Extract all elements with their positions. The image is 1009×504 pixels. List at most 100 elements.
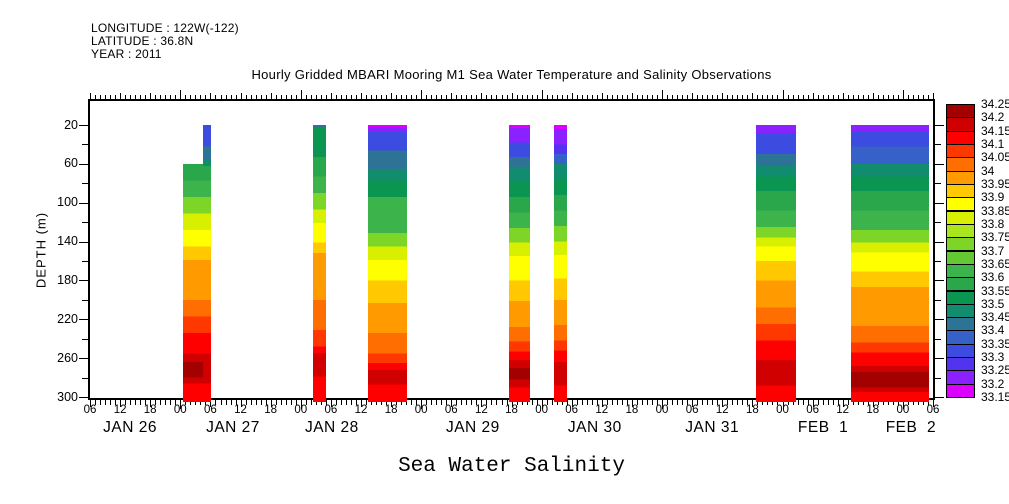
x-axis-tick [260, 400, 262, 405]
colorbar-label: 33.45 [981, 310, 1009, 325]
x-axis-tick [912, 400, 914, 405]
x-axis-tick [752, 92, 754, 99]
y-tick-label: 300 [57, 389, 78, 404]
x-axis-tick [235, 400, 237, 405]
x-hour-label: 18 [143, 404, 157, 416]
x-axis-tick [606, 400, 608, 405]
x-axis-tick [626, 94, 628, 99]
x-hour-label: 18 [505, 404, 518, 416]
x-hour-label: 18 [866, 404, 880, 416]
x-axis-tick [606, 94, 608, 99]
x-axis-tick [877, 400, 879, 405]
x-axis-tick [340, 94, 342, 99]
x-axis-tick [401, 400, 403, 405]
salinity-band-jan27-early-upper-column [202, 125, 211, 402]
x-axis-tick [832, 400, 834, 405]
x-axis-tick [516, 94, 518, 99]
x-axis-tick [872, 92, 874, 99]
colorbar-box [946, 250, 975, 265]
x-axis-tick [265, 94, 267, 99]
x-axis-tick [436, 94, 438, 99]
x-axis-tick [586, 94, 588, 99]
x-axis-tick [355, 94, 357, 99]
x-axis-tick [842, 400, 844, 407]
x-axis-tick [923, 400, 924, 405]
x-axis-tick [531, 400, 533, 405]
x-axis-tick [200, 400, 202, 405]
x-axis-tick [907, 400, 909, 405]
x-axis-tick [451, 400, 453, 407]
x-axis-tick [220, 94, 222, 99]
colorbar-box [946, 104, 975, 119]
x-axis-tick [270, 92, 272, 99]
colorbar-label: 33.15 [981, 390, 1009, 404]
x-axis-tick [511, 400, 513, 407]
x-axis-tick [787, 94, 789, 99]
x-axis-tick [596, 94, 598, 99]
x-axis-tick [817, 400, 819, 405]
x-axis-tick [110, 400, 112, 405]
x-axis-tick [672, 94, 674, 99]
x-axis-tick [501, 94, 503, 99]
x-axis-tick [330, 400, 332, 407]
x-hour-label: 18 [625, 404, 639, 416]
x-axis-tick [516, 400, 518, 405]
x-axis-tick [857, 94, 859, 99]
x-axis-tick [832, 94, 834, 99]
x-date-label: JAN 29 [445, 419, 500, 436]
x-axis-tick [471, 400, 473, 405]
x-axis-tick [536, 94, 538, 99]
x-axis-tick [115, 94, 117, 99]
x-hour-label: 00 [896, 404, 910, 416]
x-hour-label: 18 [264, 404, 277, 416]
x-axis-tick [190, 400, 192, 405]
x-axis-tick [446, 400, 448, 405]
x-hour-label: 06 [203, 404, 217, 416]
x-axis-tick [687, 400, 689, 405]
x-axis-tick [611, 94, 613, 99]
x-axis-tick [667, 94, 669, 99]
x-axis-tick [240, 92, 242, 99]
x-axis-tick [556, 94, 558, 99]
x-axis-tick [210, 92, 212, 99]
x-axis-tick [867, 94, 869, 99]
x-axis-tick [581, 94, 583, 99]
x-axis-tick [827, 94, 829, 99]
x-axis-tick [120, 92, 122, 99]
x-axis-tick [345, 94, 347, 99]
x-axis-tick [160, 400, 162, 405]
x-axis-tick [280, 94, 282, 99]
colorbar-label: 33.85 [981, 203, 1009, 218]
x-axis-tick [737, 400, 739, 405]
x-axis-tick [456, 400, 458, 405]
x-axis-tick [882, 94, 884, 99]
x-axis-tick [717, 94, 719, 99]
y-axis-tick [935, 202, 944, 204]
longitude-line: LONGITUDE : 122W(-122) [91, 21, 239, 35]
x-axis-tick [712, 94, 714, 99]
x-hour-label: 00 [414, 404, 428, 416]
y-axis-tick [79, 202, 88, 204]
y-axis-tick [79, 163, 88, 165]
x-axis-tick [350, 94, 352, 99]
x-axis-tick [496, 400, 498, 405]
x-axis-tick [772, 94, 774, 99]
x-axis-tick [305, 94, 307, 99]
y-axis-tick [935, 338, 941, 340]
colorbar-box [946, 357, 975, 372]
x-axis-tick [712, 400, 714, 405]
x-axis-tick [792, 94, 794, 99]
x-axis-tick [797, 400, 799, 405]
x-axis-tick [461, 400, 463, 405]
x-axis-tick [847, 94, 849, 99]
y-tick-label: 220 [57, 311, 78, 326]
x-axis-tick [933, 92, 934, 99]
x-hour-label: 12 [354, 404, 368, 416]
x-axis-tick [506, 94, 508, 99]
x-axis-tick [376, 94, 377, 99]
x-axis-tick [757, 94, 759, 99]
x-axis-tick [275, 94, 277, 99]
x-hour-label: 12 [474, 404, 488, 416]
x-date-label: FEB 1 [797, 419, 849, 436]
